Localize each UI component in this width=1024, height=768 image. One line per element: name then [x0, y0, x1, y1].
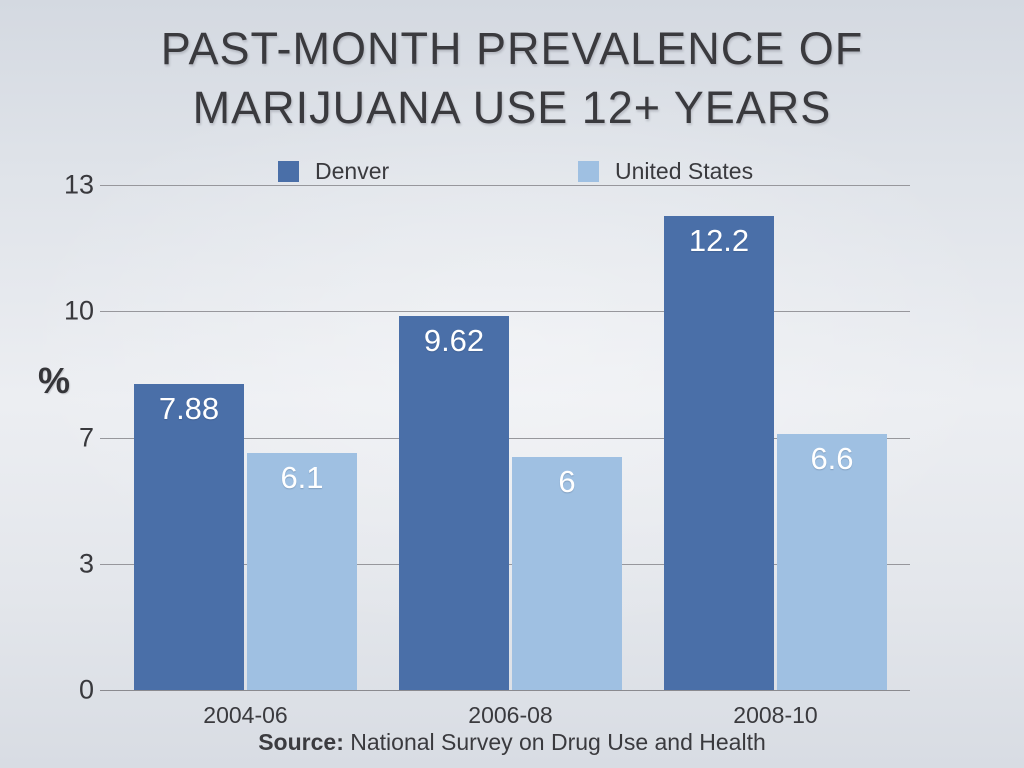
gridline-10	[100, 311, 910, 313]
legend-item-united-states: United States	[578, 158, 753, 185]
y-axis-label-percent: %	[38, 360, 71, 401]
chart-title: PAST-MONTH PREVALENCE OF MARIJUANA USE 1…	[160, 23, 864, 133]
y-tick-3: 3	[78, 548, 94, 579]
x-category-label-2008-10: 2008-10	[733, 702, 818, 728]
legend-swatch-denver	[278, 161, 299, 182]
legend-swatch-united-states	[578, 161, 599, 182]
bar-united-states-2008-10: 6.6	[777, 433, 887, 690]
source-caption-label: Source:	[258, 729, 344, 755]
bar-value-label: 6.6	[810, 440, 854, 476]
bar-value-label: 12.2	[688, 223, 750, 259]
bar-united-states-2006-08: 6	[512, 456, 622, 690]
bar-denver-2006-08: 9.62	[399, 316, 509, 690]
x-category-label-2004-06: 2004-06	[203, 702, 288, 728]
bar-value-label: 9.62	[423, 323, 485, 359]
legend-label-denver: Denver	[315, 158, 390, 184]
bar-value-label: 6	[558, 463, 576, 499]
source-caption-text: National Survey on Drug Use and Health	[343, 729, 766, 755]
bar-denver-2008-10: 12.2	[664, 216, 774, 690]
y-tick-13: 13	[63, 169, 94, 200]
bar-value-label: 6.1	[280, 460, 324, 496]
gridline-0	[100, 690, 910, 691]
y-tick-0: 0	[78, 674, 94, 705]
legend-item-denver: Denver	[278, 158, 389, 185]
gridline-13	[100, 185, 910, 186]
source-caption: Source: National Survey on Drug Use and …	[0, 729, 1024, 756]
y-tick-7: 7	[78, 422, 94, 452]
bar-united-states-2004-06: 6.1	[247, 453, 357, 690]
legend-label-united-states: United States	[615, 158, 754, 184]
bar-denver-2004-06: 7.88	[134, 383, 244, 690]
x-category-label-2006-08: 2006-08	[468, 702, 553, 728]
bar-value-label: 7.88	[158, 390, 220, 426]
y-tick-10: 10	[63, 295, 94, 326]
